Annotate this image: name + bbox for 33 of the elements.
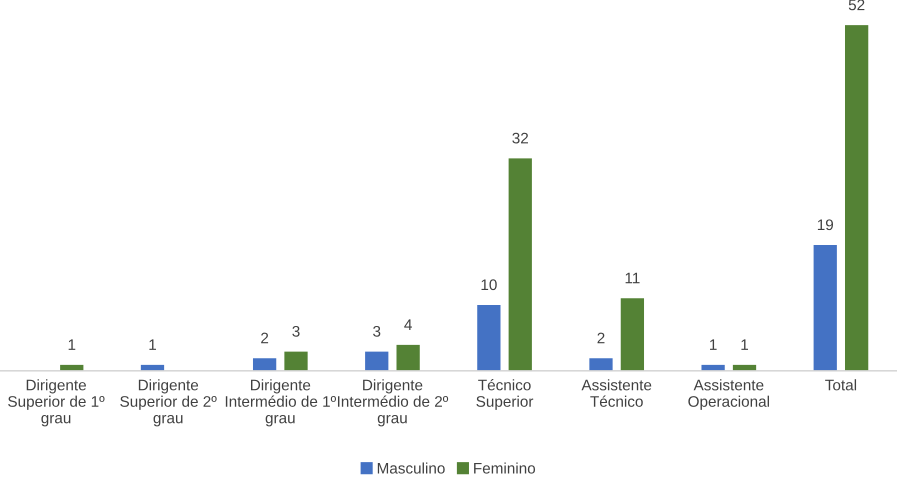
legend-label: Feminino xyxy=(474,462,536,474)
x-tick-label: Total xyxy=(825,379,856,390)
bar xyxy=(476,304,502,372)
bar xyxy=(364,350,390,372)
data-label: 4 xyxy=(404,319,412,330)
x-tick-label: Dirigente Intermédio de 2º grau xyxy=(338,379,448,426)
bar xyxy=(812,244,838,372)
data-label: 1 xyxy=(741,339,748,350)
data-label: 19 xyxy=(818,219,834,230)
bar xyxy=(844,24,870,372)
data-label: 1 xyxy=(149,339,156,350)
bar xyxy=(395,344,422,372)
data-label: 32 xyxy=(512,132,528,144)
bar xyxy=(507,156,534,372)
data-label: 10 xyxy=(482,279,497,290)
data-label: 1 xyxy=(710,339,717,350)
x-tick-label: Dirigente Superior de 2º grau xyxy=(120,379,217,426)
data-label: 3 xyxy=(292,326,300,337)
data-label: 2 xyxy=(598,332,604,344)
x-tick-label: Técnico Superior xyxy=(476,379,534,410)
x-tick-label: Dirigente Intermédio de 1º grau xyxy=(226,379,336,426)
x-tick-label: Assistente Técnico xyxy=(581,379,652,407)
legend-label: Masculino xyxy=(378,462,445,474)
bar xyxy=(588,356,614,372)
bar xyxy=(282,350,310,372)
x-tick-label: Assistente Operacional xyxy=(688,379,769,410)
bar xyxy=(619,296,646,372)
bar xyxy=(252,356,278,372)
data-label: 11 xyxy=(626,272,640,284)
x-tick-label: Dirigente Superior de 1º grau xyxy=(8,379,105,426)
data-label: 2 xyxy=(261,332,268,344)
data-label: 3 xyxy=(373,326,380,337)
data-label: 1 xyxy=(68,339,76,350)
